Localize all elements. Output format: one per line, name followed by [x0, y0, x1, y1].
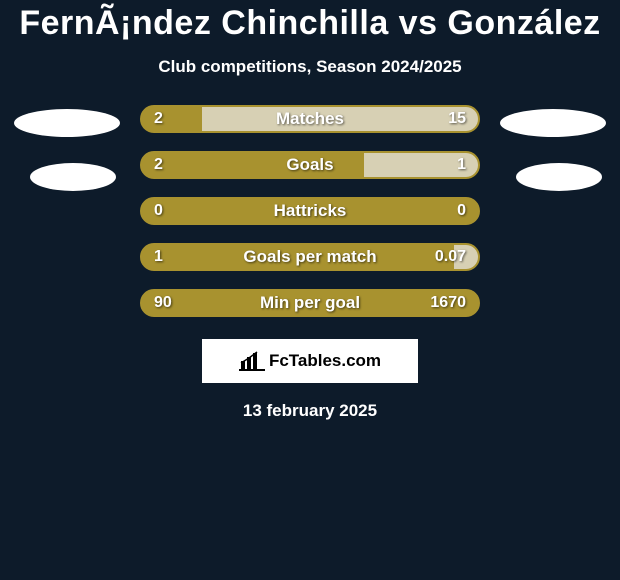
- stat-label: Matches: [276, 109, 344, 129]
- stat-row: 2 Matches 15: [140, 105, 480, 133]
- stat-value-left: 2: [154, 156, 163, 174]
- stat-row: 2 Goals 1: [140, 151, 480, 179]
- date: 13 february 2025: [243, 401, 377, 421]
- stat-label: Goals per match: [243, 247, 376, 267]
- left-player-flags: [14, 105, 120, 191]
- stat-row: 90 Min per goal 1670: [140, 289, 480, 317]
- stat-value-right: 1: [457, 156, 466, 174]
- stat-value-right: 0.07: [435, 248, 466, 266]
- comparison-infographic: FernÃ¡ndez Chinchilla vs González Club c…: [0, 0, 620, 421]
- stat-rows: 2 Matches 15 2 Goals 1 0 Hattricks 0 1 Goals per m…: [140, 105, 480, 317]
- stat-value-right: 15: [448, 110, 466, 128]
- stat-value-right: 1670: [430, 294, 466, 312]
- stat-label: Hattricks: [274, 201, 347, 221]
- stat-value-left: 0: [154, 202, 163, 220]
- stat-value-left: 2: [154, 110, 163, 128]
- logo-text: FcTables.com: [269, 351, 381, 371]
- logo: FcTables.com: [239, 351, 381, 371]
- stat-value-left: 90: [154, 294, 172, 312]
- stat-value-right: 0: [457, 202, 466, 220]
- flag-left-1: [14, 109, 120, 137]
- logo-box: FcTables.com: [202, 339, 418, 383]
- comparison-area: 2 Matches 15 2 Goals 1 0 Hattricks 0 1 Goals per m…: [0, 105, 620, 317]
- stat-row: 1 Goals per match 0.07: [140, 243, 480, 271]
- bar-chart-icon: [239, 351, 265, 371]
- right-player-flags: [500, 105, 606, 191]
- bar-left: [142, 107, 202, 131]
- stat-value-left: 1: [154, 248, 163, 266]
- stat-label: Goals: [286, 155, 333, 175]
- subtitle: Club competitions, Season 2024/2025: [158, 57, 461, 77]
- flag-left-2: [30, 163, 116, 191]
- stat-label: Min per goal: [260, 293, 360, 313]
- stat-row: 0 Hattricks 0: [140, 197, 480, 225]
- page-title: FernÃ¡ndez Chinchilla vs González: [19, 4, 600, 43]
- flag-right-2: [516, 163, 602, 191]
- flag-right-1: [500, 109, 606, 137]
